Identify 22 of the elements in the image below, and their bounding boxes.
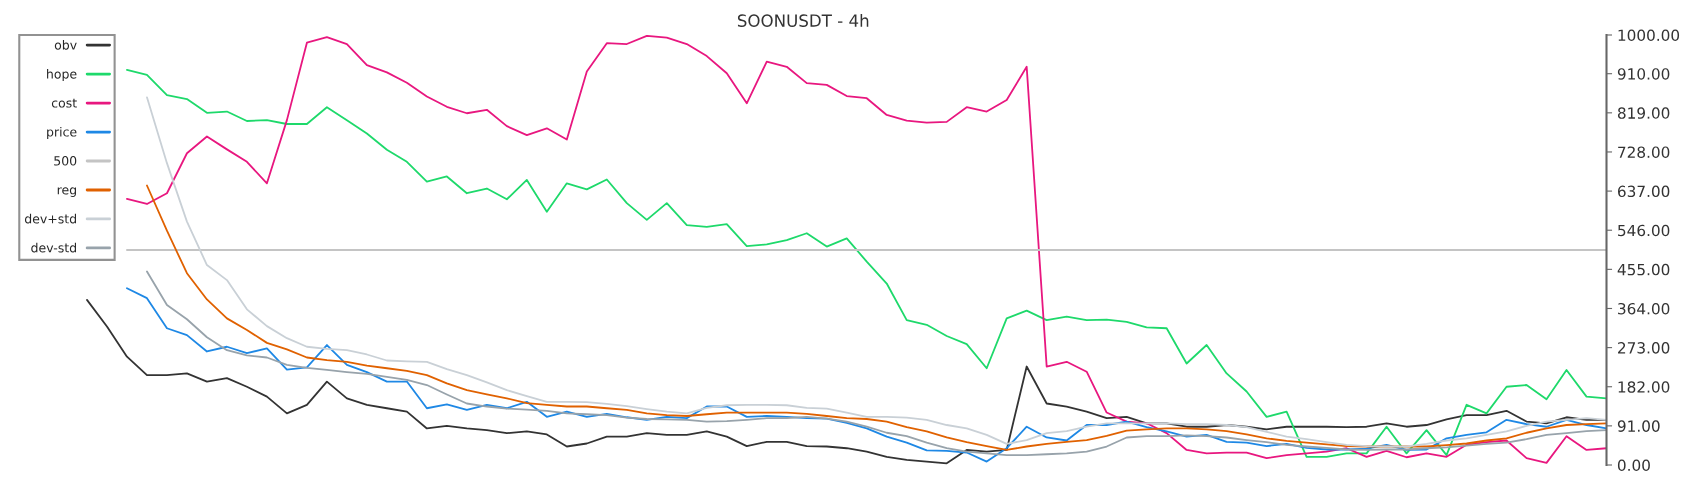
y-tick-label: 182.00: [1618, 381, 1670, 393]
y-tick-label: 546.00: [1618, 224, 1670, 237]
y-tick-label: 637.00: [1617, 185, 1670, 198]
y-tick-label: 364.00: [1618, 302, 1670, 315]
y-tick-label: 0.00: [1617, 459, 1650, 472]
y-tick-label: 1000.00: [1618, 29, 1680, 42]
y-tick-label: 728.00: [1618, 146, 1670, 158]
legend-label: price: [47, 126, 77, 140]
y-tick-label: 455.00: [1617, 263, 1670, 276]
legend-label: dev+std: [24, 213, 76, 224]
legend-label: obv: [54, 40, 77, 50]
y-tick-label: 273.00: [1618, 342, 1670, 354]
legend-label: cost: [51, 98, 77, 108]
chart-title: SOONUSDT - 4h: [737, 14, 869, 27]
y-tick-label: 819.00: [1617, 107, 1670, 119]
y-tick-label: 91.00: [1617, 420, 1660, 432]
legend-label: dev-std: [31, 242, 76, 253]
line-series: [146, 184, 1607, 451]
legend-label: 500: [54, 156, 77, 166]
legend-label: hope: [47, 68, 77, 82]
legend-label: reg: [57, 187, 76, 197]
y-tick-label: 910.00: [1617, 68, 1670, 80]
